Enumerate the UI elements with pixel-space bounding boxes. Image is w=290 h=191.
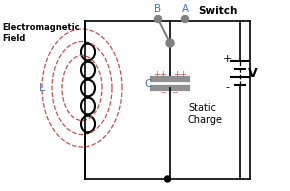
Circle shape — [182, 15, 188, 23]
Text: A: A — [182, 4, 188, 14]
Text: --: -- — [173, 88, 179, 97]
Text: Static
Charge: Static Charge — [188, 103, 223, 125]
Circle shape — [155, 15, 162, 23]
Text: C: C — [144, 79, 152, 89]
Text: ++: ++ — [173, 70, 187, 79]
Text: +: + — [222, 54, 232, 64]
Circle shape — [164, 176, 171, 182]
Text: Switch: Switch — [198, 6, 238, 16]
Text: L: L — [39, 83, 45, 93]
Text: Electromagnetic
Field: Electromagnetic Field — [2, 23, 80, 43]
Circle shape — [166, 39, 174, 47]
Text: B: B — [155, 4, 162, 14]
Text: V: V — [248, 66, 258, 79]
Text: ++: ++ — [153, 70, 167, 79]
Text: -: - — [225, 82, 229, 92]
Text: --: -- — [161, 88, 167, 97]
